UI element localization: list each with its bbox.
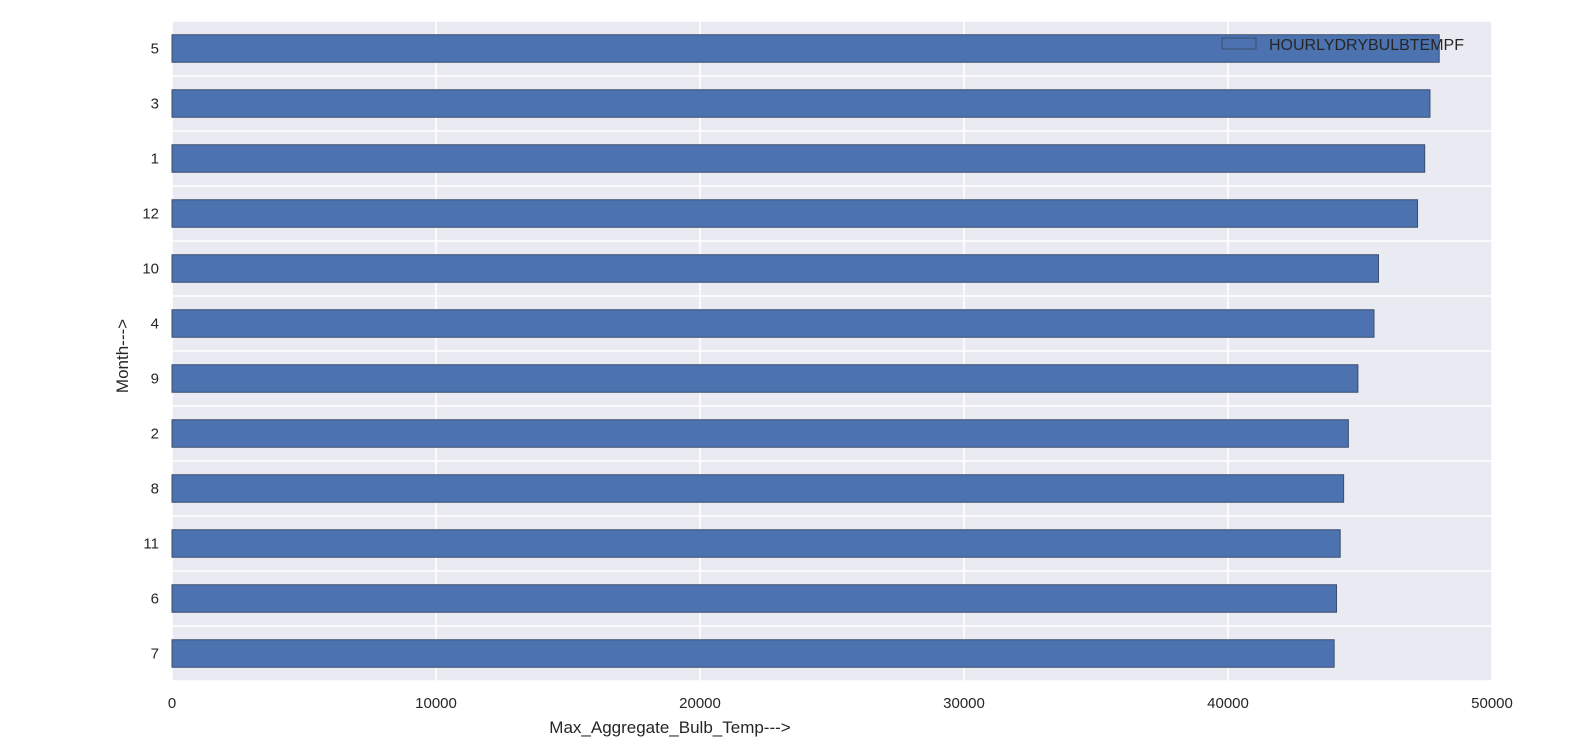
y-tick-label: 12 bbox=[142, 206, 159, 223]
y-tick-label: 5 bbox=[151, 41, 159, 58]
y-axis-label: Month---> bbox=[113, 319, 132, 393]
gridlines bbox=[171, 20, 1493, 682]
x-tick-label: 0 bbox=[168, 695, 176, 712]
y-tick-label: 10 bbox=[142, 261, 159, 278]
bar-month-2 bbox=[171, 419, 1349, 448]
bar-month-8 bbox=[171, 474, 1345, 503]
bar-month-4 bbox=[171, 309, 1375, 338]
x-tick-label: 50000 bbox=[1471, 695, 1513, 712]
y-tick-label: 1 bbox=[151, 151, 159, 168]
y-tick-labels: 5 3 1 12 10 4 9 2 8 11 6 7 bbox=[142, 41, 159, 663]
x-tick-labels: 0 10000 20000 30000 40000 50000 bbox=[168, 695, 1513, 712]
y-tick-label: 11 bbox=[143, 536, 159, 553]
bar-month-7 bbox=[171, 639, 1335, 668]
y-tick-label: 2 bbox=[151, 426, 159, 443]
x-axis-label: Max_Aggregate_Bulb_Temp---> bbox=[549, 718, 791, 737]
bar-month-10 bbox=[171, 254, 1379, 283]
legend-label: HOURLYDRYBULBTEMPF bbox=[1269, 37, 1464, 54]
bar-month-11 bbox=[171, 529, 1341, 558]
bar-month-1 bbox=[171, 144, 1426, 173]
legend-swatch bbox=[1221, 37, 1257, 50]
x-tick-label: 40000 bbox=[1207, 695, 1249, 712]
x-tick-label: 30000 bbox=[943, 695, 985, 712]
y-tick-label: 3 bbox=[151, 96, 159, 113]
y-tick-label: 4 bbox=[151, 316, 159, 333]
bar-month-3 bbox=[171, 89, 1431, 118]
y-tick-label: 8 bbox=[151, 481, 159, 498]
x-tick-label: 20000 bbox=[679, 695, 721, 712]
x-tick-label: 10000 bbox=[415, 695, 457, 712]
y-tick-label: 9 bbox=[151, 371, 159, 388]
legend: HOURLYDRYBULBTEMPF bbox=[1221, 37, 1464, 54]
bar-month-12 bbox=[171, 199, 1419, 228]
y-tick-label: 7 bbox=[151, 646, 159, 663]
bar-month-6 bbox=[171, 584, 1338, 613]
y-tick-label: 6 bbox=[151, 591, 159, 608]
bar-month-9 bbox=[171, 364, 1359, 393]
